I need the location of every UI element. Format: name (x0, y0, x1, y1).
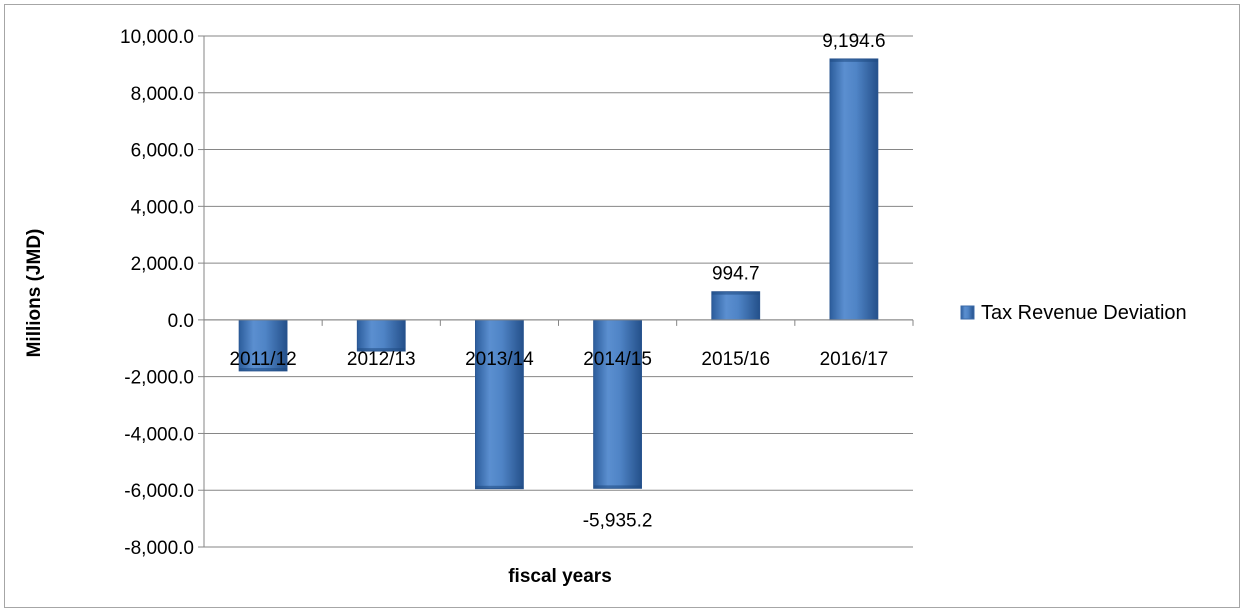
y-tick-label: -4,000.0 (124, 424, 194, 445)
chart-frame (4, 4, 1240, 608)
x-tick-label: 2011/12 (229, 349, 296, 370)
x-axis-title: fiscal years (508, 566, 612, 587)
y-tick-label: 10,000.0 (120, 27, 194, 48)
x-tick-label: 2015/16 (701, 349, 770, 370)
x-tick-label: 2016/17 (820, 349, 889, 370)
bar-cap (357, 348, 406, 352)
y-tick-label: 6,000.0 (131, 141, 194, 162)
y-tick-label: 8,000.0 (131, 84, 194, 105)
y-tick-label: -8,000.0 (124, 538, 194, 559)
data-label: 994.7 (712, 264, 760, 285)
bar-2016-17 (829, 58, 879, 321)
bar-2013-14 (475, 319, 524, 490)
y-tick-label: 4,000.0 (131, 197, 194, 218)
y-axis-title: Millions (JMD) (24, 229, 45, 358)
labels: 10,000.0 8,000.0 6,000.0 4,000.0 2,000.0 0.0 -… (120, 27, 888, 559)
x-tick-label: 2012/13 (347, 349, 416, 370)
y-tick-label: -2,000.0 (124, 368, 194, 389)
bars (238, 58, 879, 490)
bar-2011-12 (238, 319, 288, 372)
data-label: 9,194.6 (822, 31, 885, 52)
y-tick-label: -6,000.0 (124, 481, 194, 502)
axes (198, 35, 914, 548)
legend: Tax Revenue Deviation (960, 302, 1187, 324)
x-tick-label: 2013/14 (465, 349, 534, 370)
bar-cap (829, 58, 878, 62)
bar-cap (239, 367, 288, 371)
y-tick-label: 2,000.0 (131, 254, 194, 275)
bar-2015-16 (711, 291, 761, 321)
x-tick-label: 2014/15 (583, 349, 652, 370)
bar-2014-15 (593, 319, 642, 489)
y-tick-label: 0.0 (168, 311, 194, 332)
legend-swatch (960, 305, 975, 320)
legend-label: Tax Revenue Deviation (981, 302, 1187, 324)
bar-cap (711, 291, 760, 295)
gridlines (204, 35, 913, 548)
data-label: -5,935.2 (583, 510, 653, 531)
bar-cap (475, 485, 524, 489)
bar-cap (593, 485, 642, 489)
bar-2012-13 (356, 319, 406, 352)
